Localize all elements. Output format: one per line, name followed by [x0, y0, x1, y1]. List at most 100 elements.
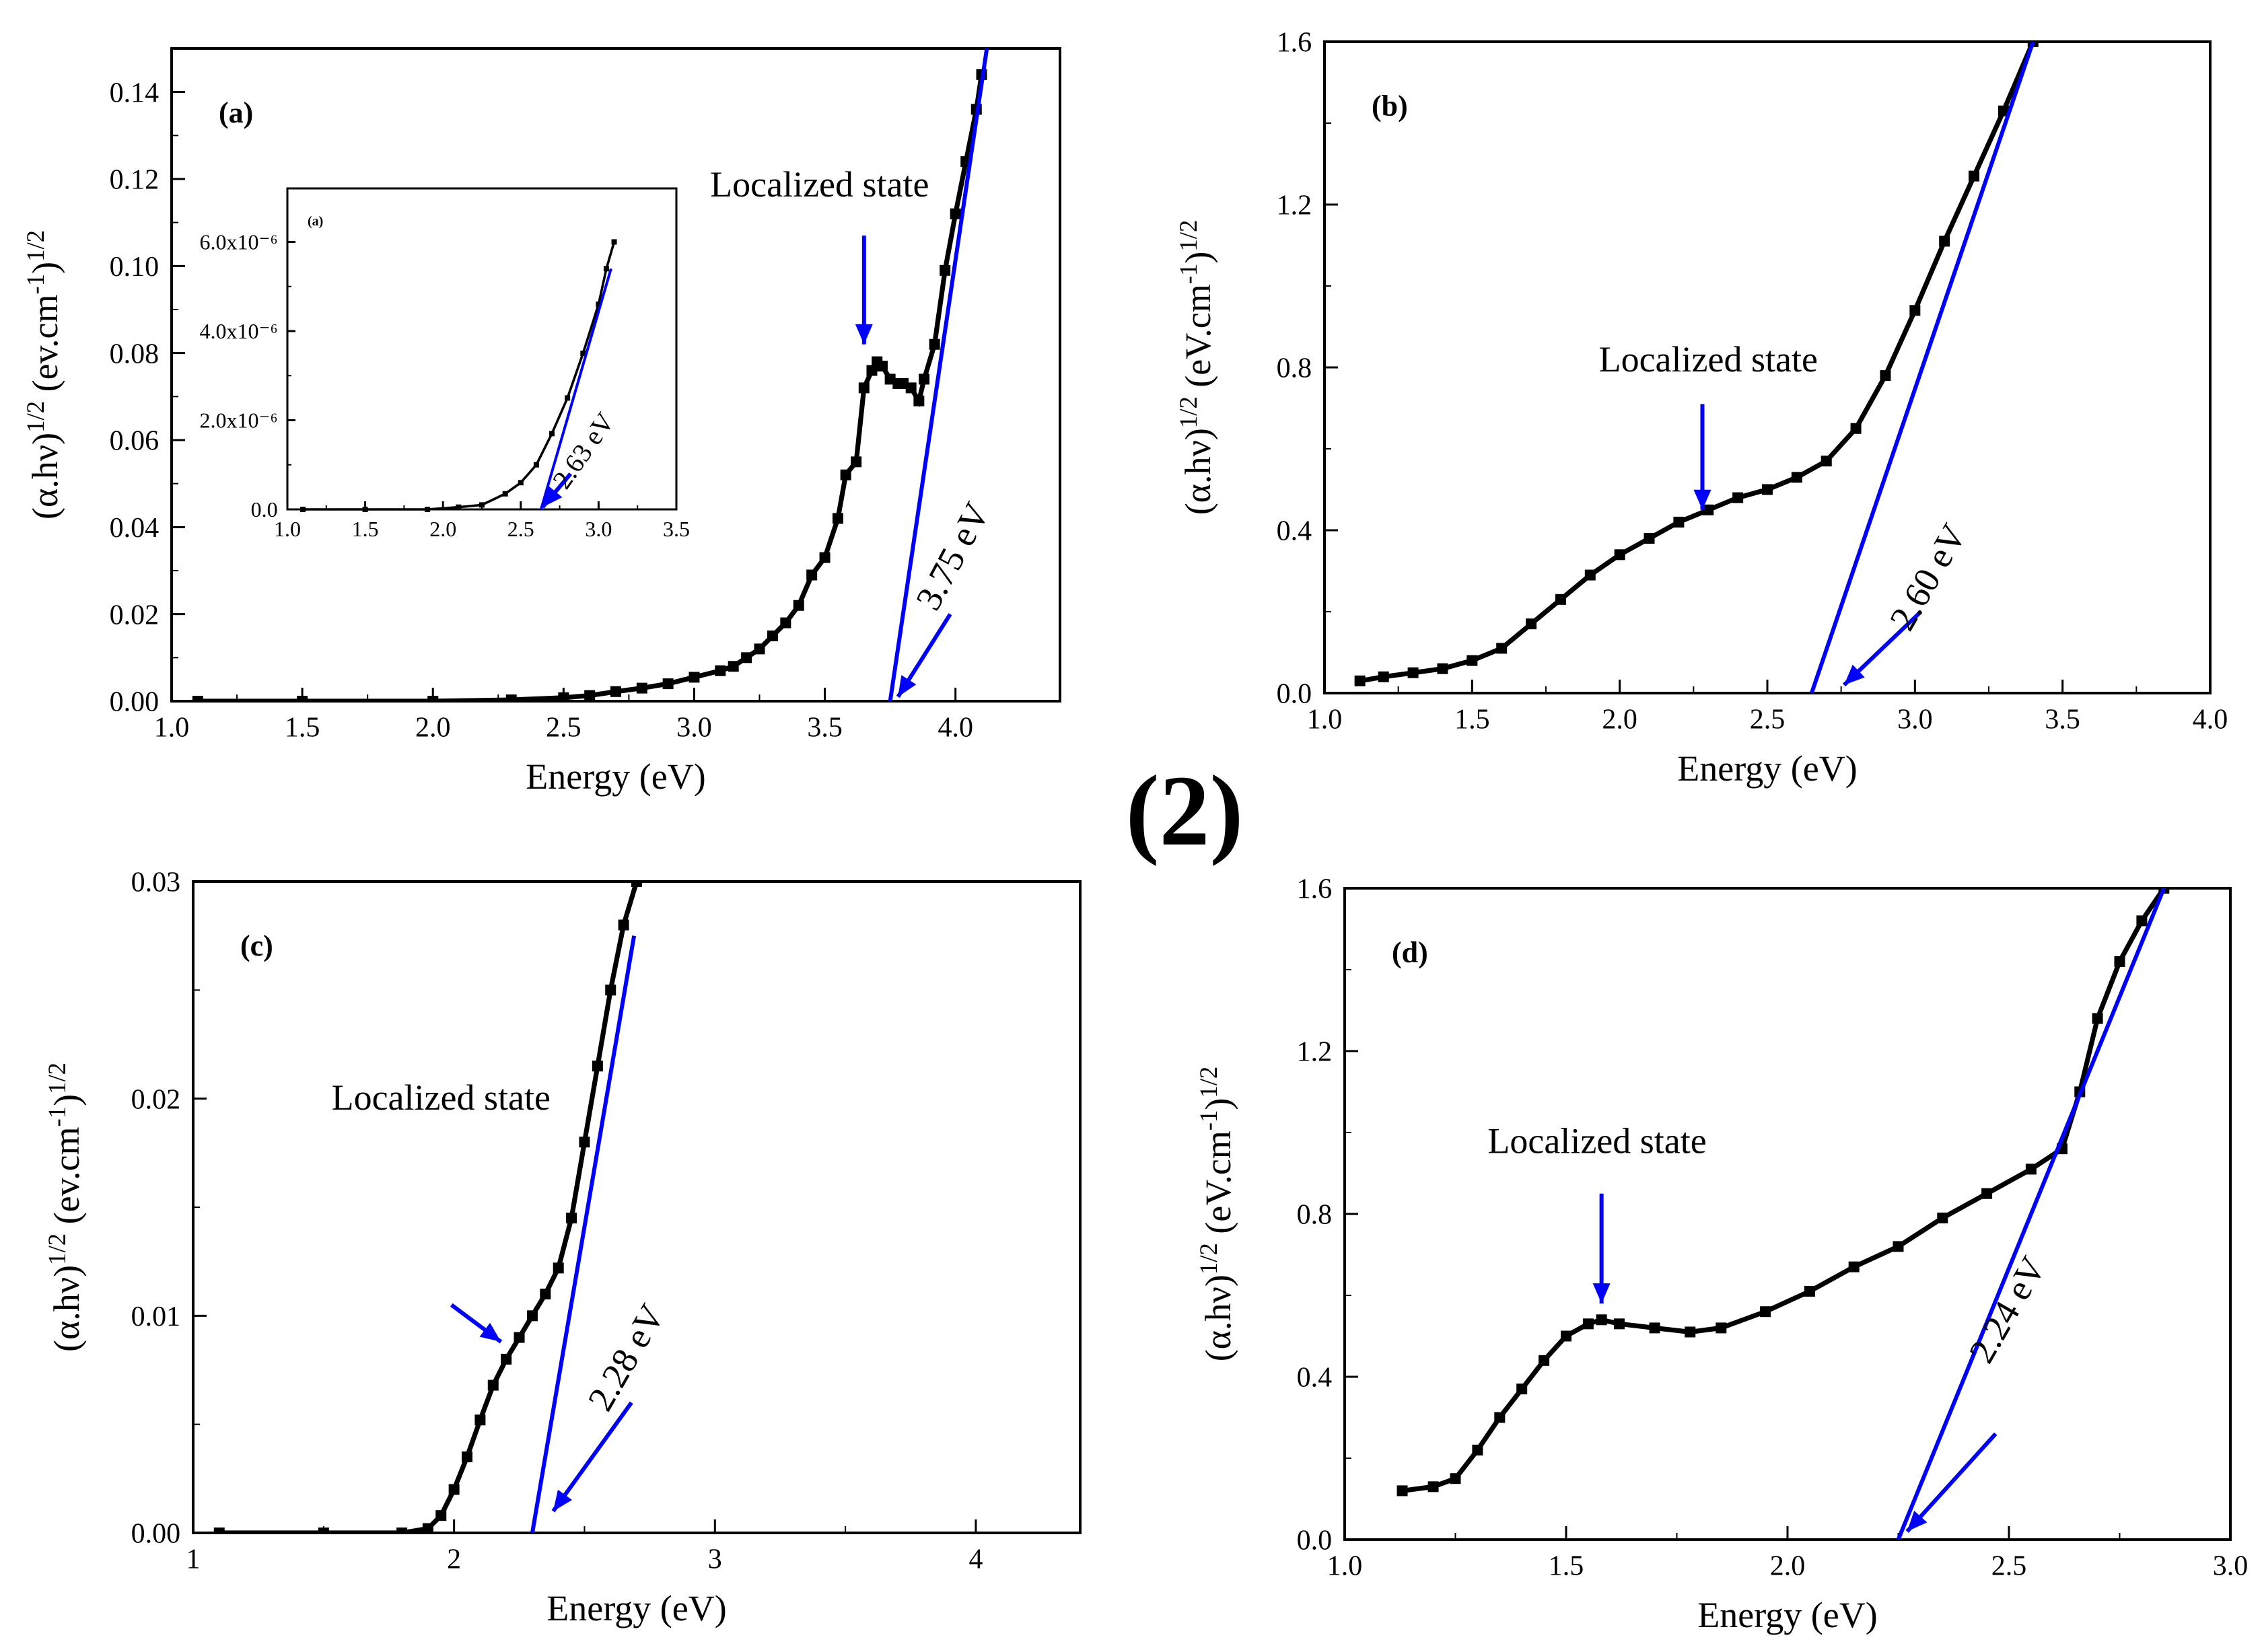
- panel-c-xtick-label: 2: [447, 1544, 461, 1575]
- panel-d-plot-area: [1397, 888, 2170, 1540]
- panel-a-data-point: [610, 686, 621, 697]
- panel-a-ytick-label: 0.02: [110, 600, 160, 631]
- panel-a-ylabel: (α.hν)1/2 (ev.cm-1)1/2: [22, 230, 66, 519]
- panel-b-data-point: [1762, 484, 1773, 495]
- panel-d-arrow-head: [1907, 1510, 1928, 1532]
- panel-c-data-point: [448, 1484, 460, 1495]
- panel-b-data-point: [1354, 675, 1366, 686]
- panel-d-ylabel: (α.hν)1/2 (eV.cm-1)1/2: [1195, 1067, 1239, 1362]
- panel-a-inset-data-point: [518, 480, 524, 486]
- panel-c: 1 2 3 4 0.00 0.01 0.02 0.03 Localized state 2.28 …: [43, 867, 1082, 1628]
- panel-c-fit-line: [530, 935, 637, 1533]
- panel-b: 1.0 1.5 2.0 2.5 3.0 3.5 4.0 0.0 0.4 0.8 1.2 1.6 Loca…: [1174, 28, 2228, 789]
- panel-a-data-point: [558, 692, 569, 701]
- panel-d-xtick-label: 1.0: [1327, 1551, 1363, 1582]
- panel-c-arrow-head: [553, 1489, 573, 1511]
- panel-d-data-point: [1450, 1473, 1461, 1484]
- panel-c-xlabel: Energy (eV): [546, 1588, 726, 1628]
- panel-b-data-point: [1998, 105, 2009, 116]
- panel-d-data-point: [1472, 1444, 1483, 1456]
- panel-d-label: (d): [1392, 936, 1428, 969]
- panel-a-data-point: [877, 361, 888, 372]
- panel-a-data-point: [715, 665, 726, 676]
- panel-c-data-point: [474, 1414, 486, 1426]
- panel-b-data-point: [1614, 549, 1625, 561]
- panel-b-ytick-label: 0.4: [1277, 516, 1312, 547]
- panel-b-data-point: [1880, 370, 1891, 382]
- panel-c-frame: [192, 880, 1082, 1534]
- panel-a-inset-data-point: [580, 351, 586, 357]
- panel-a-data-point: [806, 569, 818, 581]
- panel-d-data-point: [1516, 1384, 1528, 1395]
- panel-c-annotation: 2.28 eV: [580, 1297, 672, 1417]
- panel-c-arrow: [551, 1401, 633, 1513]
- panel-c-data-point: [435, 1510, 447, 1521]
- panel-c-annotation: Localized state: [332, 1077, 551, 1118]
- panel-d-data-point: [1804, 1285, 1815, 1297]
- panel-b-fit-line: [1809, 42, 2035, 693]
- panel-d: 1.0 1.5 2.0 2.5 3.0 0.0 0.4 0.8 1.2 1.6 Localized …: [1195, 874, 2249, 1635]
- panel-a-data-point: [688, 672, 700, 683]
- panel-a-inset-ytick-label: 0.0: [251, 497, 278, 522]
- panel-a-inset-xtick-label: 3.5: [663, 517, 690, 541]
- panel-a-xtick-label: 2.5: [546, 713, 581, 744]
- panel-b-arrow-head: [1693, 489, 1711, 510]
- panel-d-data-point: [1397, 1485, 1408, 1497]
- panel-a-xtick-label: 2.0: [415, 713, 451, 744]
- panel-d-data-point: [2092, 1013, 2103, 1024]
- panel-c-data-point: [553, 1262, 564, 1274]
- panel-a-data-point: [584, 690, 596, 701]
- panel-d-data-point: [1596, 1314, 1607, 1326]
- panel-a-inset-series-line: [303, 242, 616, 511]
- panel-b-data-point: [1850, 423, 1862, 434]
- panel-a-data-point: [840, 469, 851, 480]
- panel-a-xtick-label: 4.0: [938, 713, 973, 744]
- panel-b-annotation: Localized state: [1599, 339, 1818, 380]
- panel-a-data-point: [858, 382, 870, 394]
- panel-b-xtick-label: 1.0: [1307, 705, 1343, 735]
- panel-c-data-point: [631, 882, 642, 887]
- panel-d-data-point: [1848, 1261, 1860, 1272]
- panel-c-ytick-label: 0.03: [131, 867, 181, 898]
- panel-a-inset-data-point: [565, 395, 571, 401]
- panel-a-inset-ytick-label: 4.0x10⁻⁶: [200, 319, 278, 343]
- panel-a-data-point: [819, 552, 830, 563]
- panel-a-data-point: [192, 696, 203, 701]
- panel-a-inset-xtick-label: 2.5: [507, 517, 534, 541]
- panel-d-xlabel: Energy (eV): [1697, 1595, 1877, 1635]
- panel-d-ytick-label: 0.0: [1297, 1525, 1333, 1556]
- panel-a-xtick-label: 3.0: [676, 713, 712, 744]
- panel-a-data-point: [919, 373, 930, 385]
- panel-a-ytick-label: 0.10: [110, 252, 160, 283]
- panel-a-inset: 1.0 1.5 2.0 2.5 3.0 3.5 0.0 2.0x10⁻⁶ 4.0x10⁻⁶ 6.0…: [200, 187, 690, 541]
- panel-c-data-point: [566, 1213, 577, 1224]
- panel-c-ytick-label: 0.01: [131, 1301, 181, 1332]
- panel-b-data-point: [1732, 492, 1744, 503]
- panel-d-data-point: [1937, 1213, 1948, 1224]
- panel-d-data-point: [1427, 1481, 1439, 1493]
- panel-b-arrow-head: [1844, 664, 1865, 685]
- panel-a-data-point: [929, 338, 940, 350]
- panel-d-series-line: [1402, 888, 2166, 1493]
- panel-a-annotation: 3.75 eV: [908, 496, 997, 616]
- panel-b-data-point: [1909, 305, 1921, 316]
- panel-d-data-point: [2114, 956, 2125, 967]
- panel-a-data-point: [741, 652, 752, 663]
- panel-b-ytick-label: 1.2: [1277, 190, 1312, 221]
- panel-c-data-point: [396, 1528, 408, 1533]
- panel-d-ytick-label: 0.8: [1297, 1200, 1333, 1231]
- panel-a-data-point: [754, 643, 765, 655]
- panel-c-data-point: [540, 1289, 551, 1300]
- panel-a-xlabel: Energy (eV): [526, 756, 705, 797]
- panel-b-ytick-label: 1.6: [1277, 28, 1312, 59]
- panel-a-plot-area: [192, 48, 989, 701]
- panel-b-xtick-label: 4.0: [2193, 705, 2228, 735]
- panel-a-data-point: [833, 513, 843, 524]
- panel-a: 1.0 1.5 2.0 2.5 3.0 3.5 4.0 0.00 0.02 0.04 0.06 0.0…: [22, 47, 1061, 797]
- panel-a-data-point: [505, 694, 517, 701]
- panel-a-xtick-label: 1.0: [154, 713, 190, 744]
- panel-a-inset-data-point: [362, 507, 368, 512]
- panel-a-xtick-label: 1.5: [285, 713, 320, 744]
- panel-a-data-point: [297, 696, 308, 701]
- panel-b-data-point: [1644, 533, 1655, 544]
